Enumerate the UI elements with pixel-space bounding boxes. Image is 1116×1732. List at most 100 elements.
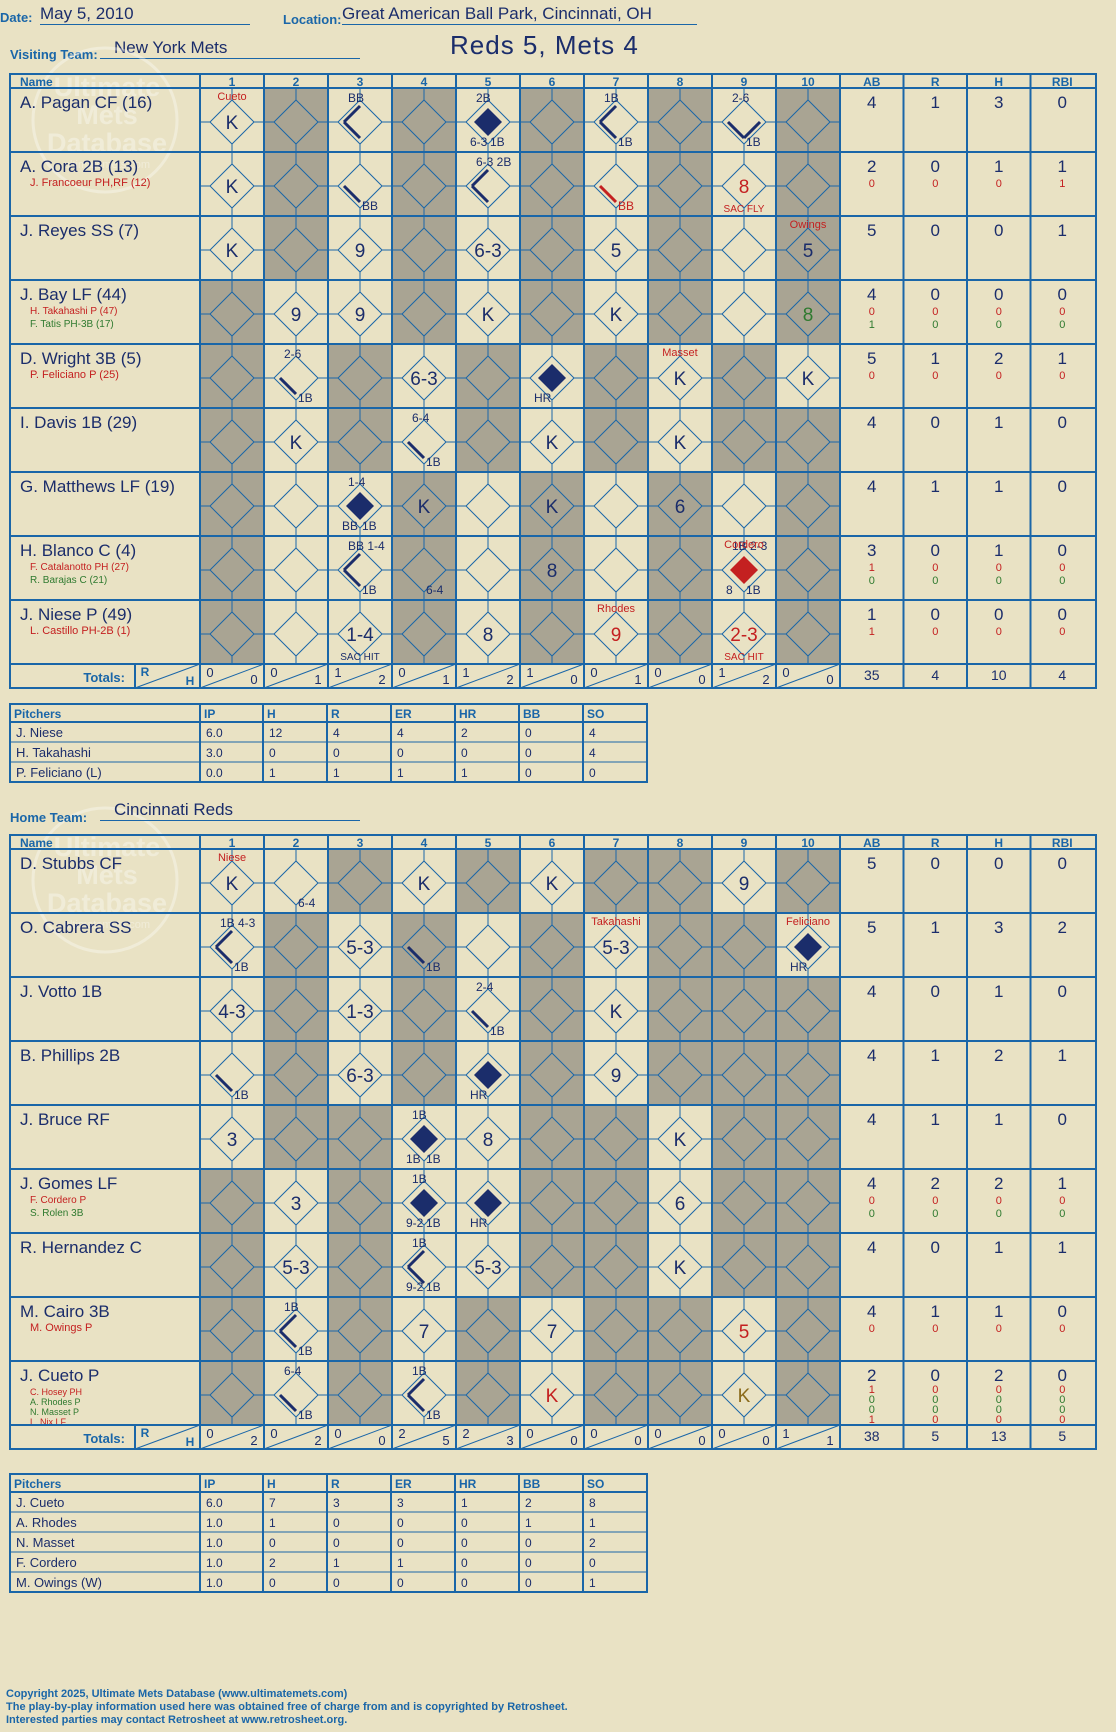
batter-stat: 0 (932, 1414, 938, 1426)
play-result: 6 (675, 497, 686, 518)
play-note: 1B (490, 1024, 505, 1038)
inning-hits: 2 (506, 672, 513, 687)
runs-key: R (141, 1426, 150, 1440)
totals-label: Totals: (83, 670, 125, 685)
pitcher-stat: 1.0 (206, 1576, 223, 1590)
pitching-change: Feliciano (786, 916, 830, 928)
play-result: 9 (291, 305, 302, 326)
rh-divider (455, 663, 521, 689)
rh-divider (455, 1424, 521, 1450)
play-result: 1-4 (346, 625, 374, 646)
batter-stat: 1 (1058, 1046, 1067, 1065)
play-note: 1B (426, 1280, 441, 1294)
baserunning-path (214, 929, 234, 949)
play-result: 6-3 (474, 241, 501, 262)
batter-name: D. Wright 3B (5) (20, 349, 142, 368)
batter-stat: 0 (996, 626, 1002, 638)
pitcher-stat: 0 (397, 1536, 404, 1550)
batter-stat: 0 (932, 562, 938, 574)
inning-runs: 0 (654, 1426, 661, 1441)
play-note: 1B (298, 391, 313, 405)
play-result: 8 (739, 177, 750, 198)
inning-runs: 0 (398, 665, 405, 680)
pitcher-column-header: BB (523, 707, 541, 721)
pitcher-name: A. Rhodes (16, 1515, 77, 1530)
inning-runs: 0 (206, 1426, 213, 1441)
baserunning-path (342, 104, 362, 124)
substitute-name: L. Nix LF (30, 1417, 67, 1427)
batter-stat: 1 (994, 541, 1003, 560)
total-stat: 10 (991, 667, 1007, 683)
base-diamond (593, 547, 639, 593)
batter-stat: 0 (1059, 1208, 1065, 1220)
batter-name: H. Blanco C (4) (20, 541, 136, 560)
baserunning-path (406, 945, 426, 965)
batter-name: J. Cueto P (20, 1366, 99, 1385)
inning-header: 4 (421, 836, 428, 850)
inning-header: 7 (613, 75, 620, 89)
inning-hits: 3 (506, 1433, 513, 1448)
pitcher-column-header: IP (204, 707, 215, 721)
home-team-name: Cincinnati Reds (100, 800, 360, 821)
pitcher-stat: 4 (589, 726, 596, 740)
play-note: 1B (746, 583, 761, 597)
pitcher-name: M. Owings (W) (16, 1575, 102, 1590)
pitcher-stat: 8 (589, 1496, 596, 1510)
pitcher-stat: 0 (397, 746, 404, 760)
pitcher-stat: 12 (269, 726, 283, 740)
inning-runs: 0 (334, 1426, 341, 1441)
inning-runs: 2 (462, 1426, 469, 1441)
base-diamond (465, 924, 511, 970)
batter-stat: 0 (931, 413, 940, 432)
play-result: 8 (803, 305, 814, 326)
total-stat: 38 (864, 1428, 880, 1444)
batter-stat: 0 (1058, 1110, 1067, 1129)
play-note: 2-6 (732, 91, 750, 105)
batter-stat: 0 (932, 1384, 938, 1396)
inning-runs: 1 (718, 665, 725, 680)
rh-divider (711, 1424, 777, 1450)
play-note: 1-4 (348, 475, 366, 489)
play-result: 8 (483, 1130, 494, 1151)
pitcher-stat: 1.0 (206, 1536, 223, 1550)
play-note: 1B 4-3 (220, 916, 256, 930)
rh-divider (519, 663, 585, 689)
batter-stat: 0 (996, 178, 1002, 190)
substitute-name: R. Barajas C (21) (30, 575, 107, 586)
inning-header: 1 (229, 836, 236, 850)
pitcher-stat: 0 (397, 1576, 404, 1590)
total-stat: 4 (931, 667, 939, 683)
batter-stat: 0 (1058, 285, 1067, 304)
pitcher-stat: 3.0 (206, 746, 223, 760)
batter-stat: 0 (996, 306, 1002, 318)
baserunning-path (406, 1393, 426, 1413)
batter-stat: 2 (994, 349, 1003, 368)
stat-header: AB (863, 836, 881, 850)
pitcher-stat: 6.0 (206, 726, 223, 740)
batter-stat: 0 (1059, 1404, 1065, 1416)
play-note: 1B (412, 1364, 427, 1378)
scored-run-diamond (538, 364, 566, 392)
baserunning-path (214, 1073, 234, 1093)
pitcher-stat: 1 (525, 1516, 532, 1530)
play-result: 5 (803, 241, 814, 262)
play-note: 6-3 (470, 135, 488, 149)
substitute-name: C. Hosey PH (30, 1387, 82, 1397)
play-note: 1B (412, 1108, 427, 1122)
play-result: K (738, 1386, 751, 1407)
batter-stat: 0 (869, 1195, 875, 1207)
baserunning-path (470, 168, 490, 188)
batter-stat: 0 (869, 1394, 875, 1406)
pitcher-stat: 0 (461, 1556, 468, 1570)
play-note: 2-6 (284, 347, 302, 361)
play-note: 1B (234, 1088, 249, 1102)
play-result: K (226, 241, 239, 262)
play-note: BB (618, 199, 634, 213)
play-result: K (674, 1130, 687, 1151)
inning-header: 6 (549, 836, 556, 850)
batter-stat: 0 (1059, 575, 1065, 587)
batter-stat: 1 (869, 562, 875, 574)
play-note: HR (790, 960, 808, 974)
play-result: 9 (355, 305, 366, 326)
